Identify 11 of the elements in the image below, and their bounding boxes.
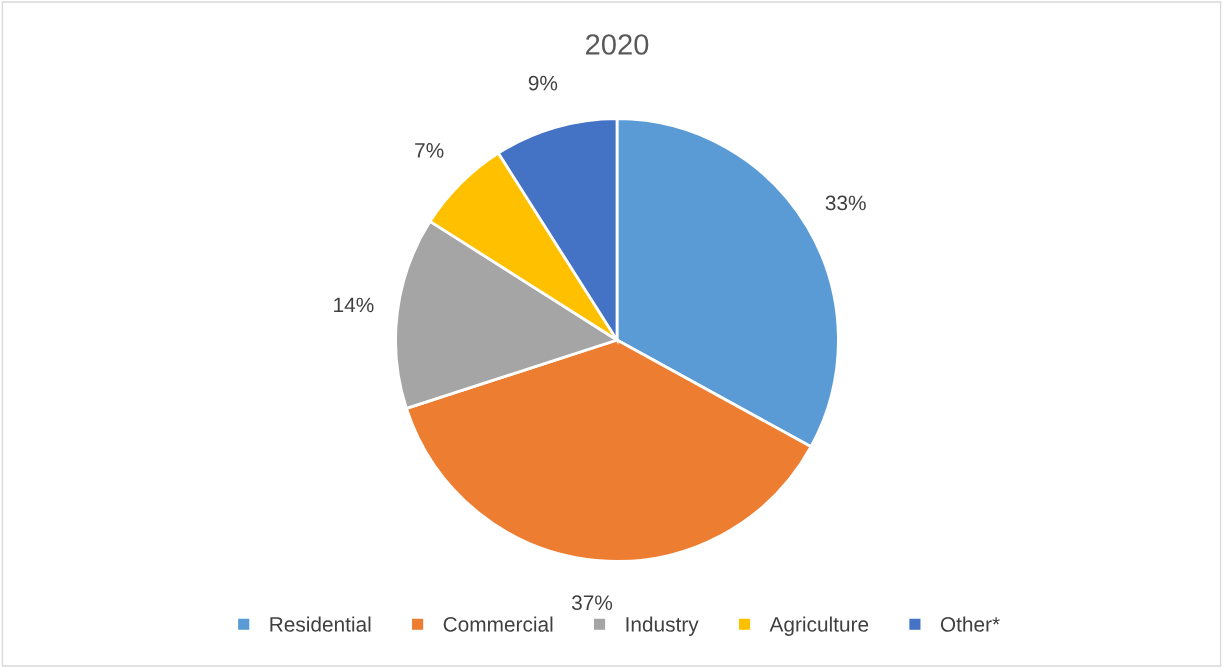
legend-label: Industry: [626, 616, 699, 636]
data-label: 37%: [571, 595, 613, 611]
chart-title: 2020: [586, 34, 649, 55]
legend-label: Residential: [270, 616, 371, 632]
legend-label: Agriculture: [769, 616, 869, 636]
data-label: 9%: [528, 75, 558, 91]
data-label: 14%: [334, 297, 374, 313]
data-label: 33%: [825, 195, 866, 211]
legend-label: Other*: [940, 616, 1000, 632]
legend-label: Commercial: [443, 616, 553, 632]
data-label: 7%: [415, 143, 444, 158]
